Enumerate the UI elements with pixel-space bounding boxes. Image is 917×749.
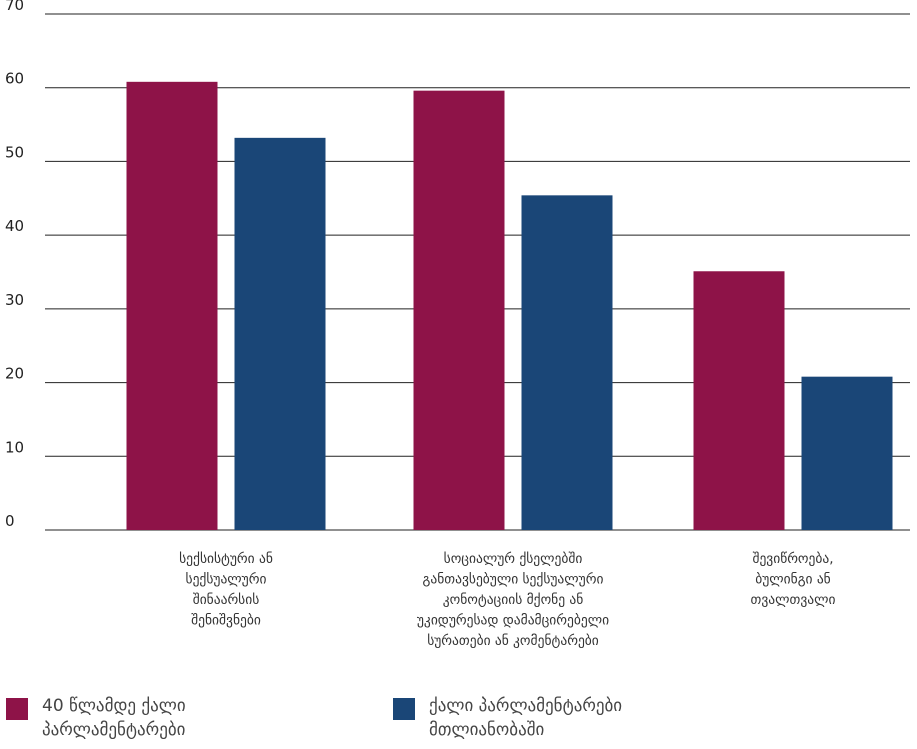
legend-label-under-40: 40 წლამდე ქალი პარლამენტარები (42, 694, 282, 742)
y-tick-label: 30 (5, 291, 24, 309)
y-tick-label: 70 (5, 0, 24, 14)
x-category-label-line: შენიშვნები (191, 613, 261, 629)
legend-label-line: ქალი პარლამენტარები (429, 696, 623, 716)
x-category-label-line: უკიდურესად დამამცირებელი (417, 612, 609, 629)
legend-label-line: პარლამენტარები (42, 720, 186, 740)
x-category-label-line: სექსისტური ან (179, 550, 273, 567)
x-category-label-line: კონოტაციის მქონე ან (443, 592, 584, 608)
bar (801, 376, 893, 530)
legend-swatch-overall (393, 698, 415, 720)
x-category-label-line: შინაარსის (193, 591, 260, 608)
y-tick-label: 0 (5, 512, 15, 530)
bar (234, 137, 326, 530)
y-tick-label: 20 (5, 365, 24, 383)
legend-label-line: მთლიანობაში (429, 720, 545, 740)
bar (413, 90, 505, 531)
legend-label-line: 40 წლამდე ქალი (42, 696, 186, 716)
x-category-label: სექსისტური ან სექსუალური შინაარსის შენიშვნე… (179, 550, 273, 629)
legend-label-overall: ქალი პარლამენტარები მთლიანობაში (429, 694, 669, 742)
y-tick-label: 60 (5, 70, 24, 88)
bar (126, 81, 218, 531)
x-category-label-line: სოციალურ ქსელებში (444, 550, 583, 567)
x-category-label-line: ბულინგი ან (755, 572, 830, 588)
legend-item-under-40: 40 წლამდე ქალი პარლამენტარები (6, 694, 282, 742)
legend-item-overall: ქალი პარლამენტარები მთლიანობაში (393, 694, 669, 742)
x-category-label: სოციალურ ქსელებში განთავსებული სექსუალური… (417, 550, 609, 649)
x-category-label-line: თვალთვალი (751, 592, 836, 608)
x-category-label-line: შევიწროება, (752, 550, 833, 567)
y-tick-label: 50 (5, 143, 24, 161)
y-tick-label: 10 (5, 438, 24, 456)
bar (693, 271, 785, 530)
x-category-label-line: განთავსებული სექსუალური (423, 571, 604, 588)
x-category-label: შევიწროება, ბულინგი ან თვალთვალი (751, 550, 836, 608)
y-tick-label: 40 (5, 217, 24, 235)
legend: 40 წლამდე ქალი პარლამენტარები ქალი პარლა… (0, 694, 917, 749)
legend-swatch-under-40 (6, 698, 28, 720)
bar (521, 195, 613, 530)
x-category-label-line: სექსუალური (186, 571, 267, 588)
x-category-label-line: სურათები ან კომენტარები (427, 632, 599, 649)
